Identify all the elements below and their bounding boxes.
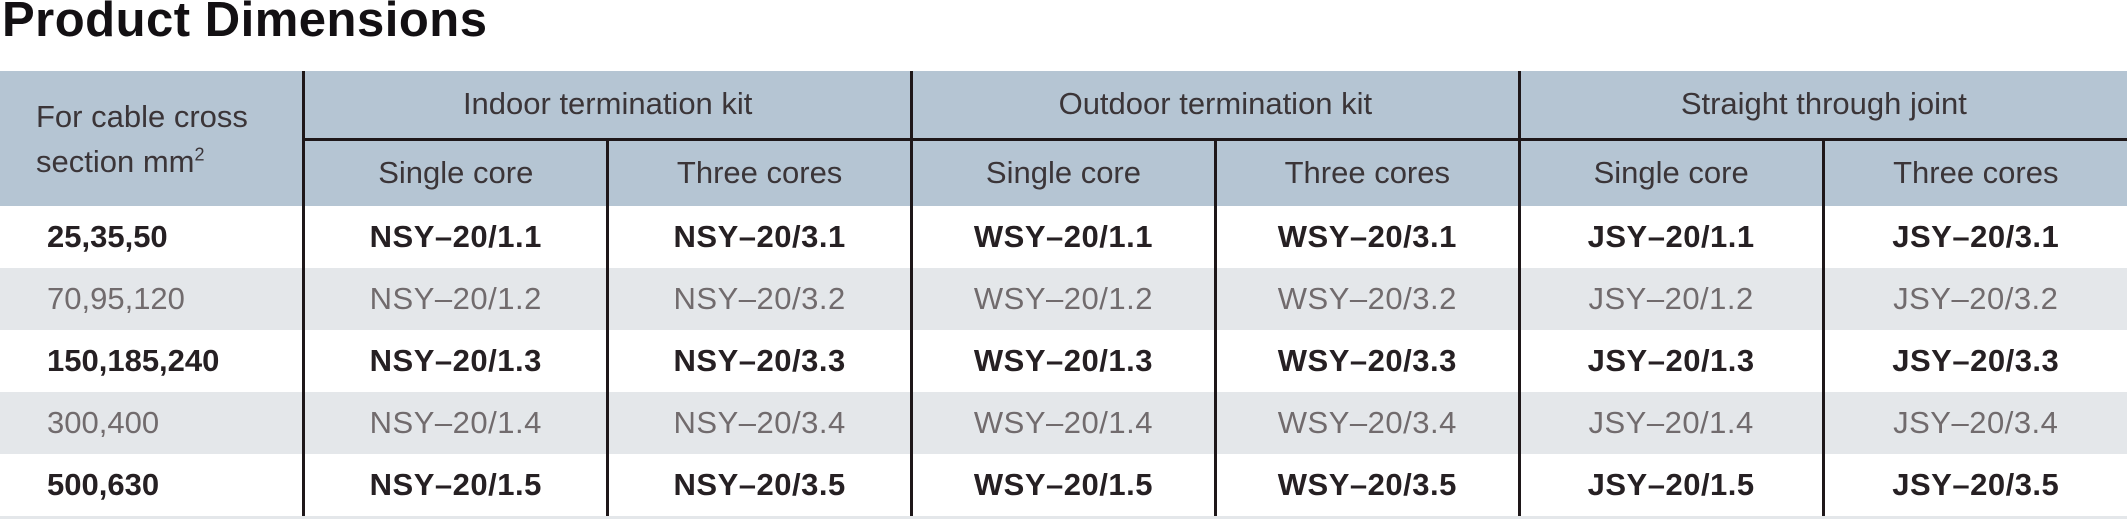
product-code-cell: JSY–20/1.4 [1517,392,1824,454]
product-code-cell: WSY–20/3.2 [1213,268,1520,330]
product-code-cell: WSY–20/1.2 [910,268,1216,330]
product-code-cell: WSY–20/3.5 [1213,454,1520,516]
product-code-cell: JSY–20/3.5 [1821,454,2127,516]
product-code-cell: WSY–20/1.1 [910,206,1216,268]
sub-header-outdoor-single-core: Single core [910,139,1216,206]
group-header-row: For cable cross section mm2 Indoor termi… [0,71,2127,206]
corner-header-superscript: 2 [194,144,205,165]
sub-header-joint-single-core: Single core [1517,139,1824,206]
product-code-cell: NSY–20/1.4 [302,392,608,454]
group-header-straight-through-joint: Straight through joint [1517,71,2127,141]
product-code-cell: WSY–20/1.3 [910,330,1216,392]
page-title: Product Dimensions [2,0,488,47]
product-code-cell: JSY–20/1.1 [1517,206,1824,268]
next-row-cutoff-strip [0,516,2127,519]
table-row: 70,95,120 NSY–20/1.2 NSY–20/3.2 WSY–20/1… [0,268,2127,330]
sub-header-outdoor-three-cores: Three cores [1213,139,1520,206]
product-code-cell: WSY–20/1.5 [910,454,1216,516]
product-code-cell: NSY–20/3.4 [606,392,912,454]
table-row: 25,35,50 NSY–20/1.1 NSY–20/3.1 WSY–20/1.… [0,206,2127,268]
product-code-cell: NSY–20/1.2 [302,268,608,330]
product-code-cell: NSY–20/3.3 [606,330,912,392]
sub-header-row: Single core Three cores Single core Thre… [0,139,2127,206]
product-code-cell: NSY–20/3.1 [606,206,912,268]
row-section-label: 70,95,120 [47,281,185,316]
product-code-cell: JSY–20/1.5 [1517,454,1824,516]
product-code-cell: NSY–20/3.2 [606,268,912,330]
product-code-cell: WSY–20/3.1 [1213,206,1520,268]
product-dimensions-table-container: For cable cross section mm2 Indoor termi… [0,71,2127,516]
corner-header-line2: section mm [36,143,195,179]
group-header-indoor-termination-kit: Indoor termination kit [302,71,912,141]
row-section-label: 500,630 [47,467,160,502]
product-code-cell: JSY–20/3.3 [1821,330,2127,392]
sub-header-joint-three-cores: Three cores [1821,139,2127,206]
product-code-cell: NSY–20/1.1 [302,206,608,268]
table-row: 150,185,240 NSY–20/1.3 NSY–20/3.3 WSY–20… [0,330,2127,392]
row-section-label: 300,400 [47,405,160,440]
product-code-cell: NSY–20/3.5 [606,454,912,516]
product-code-cell: WSY–20/3.4 [1213,392,1520,454]
sub-header-indoor-single-core: Single core [302,139,608,206]
corner-header-cable-cross-section: For cable cross section mm2 [0,71,304,206]
sub-header-indoor-three-cores: Three cores [606,139,912,206]
product-code-cell: JSY–20/3.2 [1821,268,2127,330]
product-code-cell: JSY–20/1.2 [1517,268,1824,330]
table-row: 300,400 NSY–20/1.4 NSY–20/3.4 WSY–20/1.4… [0,392,2127,454]
table-row: 500,630 NSY–20/1.5 NSY–20/3.5 WSY–20/1.5… [0,454,2127,516]
product-code-cell: JSY–20/1.3 [1517,330,1824,392]
product-code-cell: NSY–20/1.3 [302,330,608,392]
product-code-cell: NSY–20/1.5 [302,454,608,516]
product-code-cell: WSY–20/3.3 [1213,330,1520,392]
product-code-cell: JSY–20/3.1 [1821,206,2127,268]
product-dimensions-table: For cable cross section mm2 Indoor termi… [0,71,2127,516]
row-section-label: 150,185,240 [47,343,220,378]
corner-header-line1: For cable cross [36,98,248,134]
product-code-cell: WSY–20/1.4 [910,392,1216,454]
row-section-label: 25,35,50 [47,219,168,254]
group-header-outdoor-termination-kit: Outdoor termination kit [910,71,1520,141]
product-code-cell: JSY–20/3.4 [1821,392,2127,454]
